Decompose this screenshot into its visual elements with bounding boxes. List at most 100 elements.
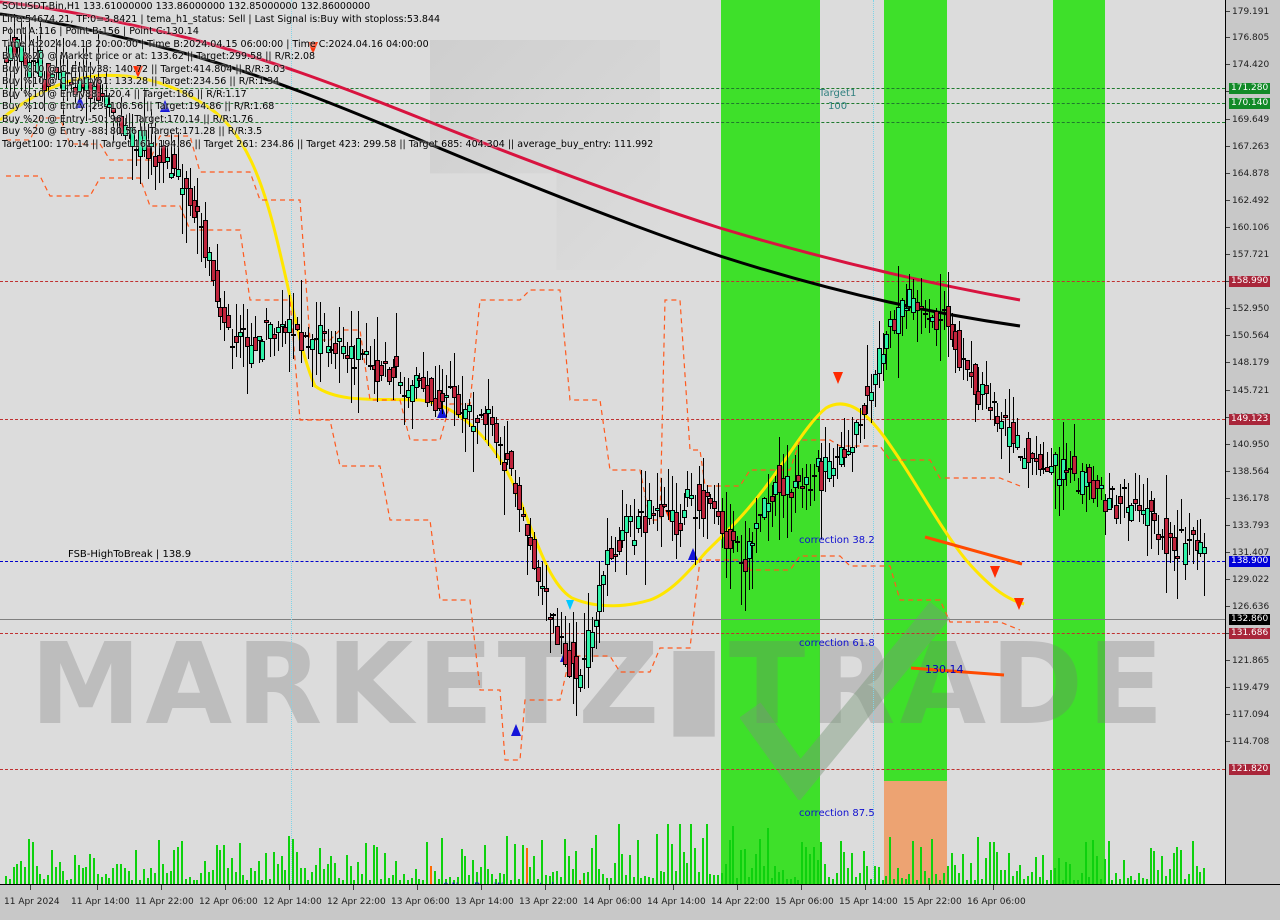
volume-bar	[648, 876, 650, 884]
price-tick: 133.793	[1226, 521, 1280, 531]
candle	[498, 0, 503, 884]
volume-bar	[93, 857, 95, 884]
volume-bar	[388, 877, 390, 884]
candle	[303, 0, 308, 884]
volume-bar	[135, 850, 137, 884]
price-badge: 171.280	[1229, 83, 1271, 94]
price-tick: 117.094	[1226, 710, 1280, 720]
time-tick: 11 Apr 2024	[4, 897, 60, 907]
candle	[578, 0, 583, 884]
volume-bar	[395, 861, 397, 884]
candle	[750, 0, 755, 884]
candle	[973, 0, 978, 884]
volume-bar	[1046, 879, 1048, 884]
candle	[31, 0, 36, 884]
candle	[1091, 0, 1096, 884]
candle	[984, 0, 989, 884]
volume-bar	[901, 877, 903, 884]
candle	[770, 0, 775, 884]
volume-bar	[384, 853, 386, 884]
chart-plot-area[interactable]: MARKETZ▮TRADE	[0, 0, 1225, 884]
volume-bar	[1054, 868, 1056, 884]
candle	[705, 0, 710, 884]
price-axis[interactable]: 179.191176.805174.420172.034169.649167.2…	[1225, 0, 1280, 884]
candle	[379, 0, 384, 884]
volume-bar	[327, 864, 329, 884]
info-line-12: Target100: 170.14 || Target 161: 194.86 …	[2, 138, 654, 150]
candle	[957, 0, 962, 884]
volume-bar	[415, 868, 417, 884]
volume-bar	[1173, 852, 1175, 884]
volume-bar	[935, 873, 937, 884]
volume-bar	[721, 873, 723, 884]
volume-bar	[736, 878, 738, 884]
volume-bar	[595, 834, 597, 884]
volume-bar	[273, 852, 275, 884]
time-axis[interactable]: 11 Apr 2024 11 Apr 14:00 11 Apr 22:00 12 Ap…	[0, 884, 1280, 920]
candle	[65, 0, 70, 884]
volume-bar	[748, 877, 750, 884]
candle	[946, 0, 951, 884]
candle	[111, 0, 116, 884]
candle	[226, 0, 231, 884]
volume-bar	[399, 879, 401, 884]
volume-bar	[296, 852, 298, 884]
candle	[647, 0, 652, 884]
candle	[1053, 0, 1058, 884]
volume-bar	[101, 877, 103, 884]
candle	[846, 0, 851, 884]
candle	[257, 0, 262, 884]
candle	[548, 0, 553, 884]
candle	[521, 0, 526, 884]
volume-bar	[189, 877, 191, 884]
time-tick: 13 Apr 06:00	[391, 897, 450, 907]
volume-bar	[20, 860, 22, 884]
volume-bar	[281, 856, 283, 884]
volume-bar	[1050, 870, 1052, 884]
volume-bar	[820, 842, 822, 884]
candle	[854, 0, 859, 884]
info-line-7: Buy %10 @ C_Entry61: 133.28 || Target:23…	[2, 76, 280, 87]
volume-bar	[1180, 850, 1182, 884]
candle	[904, 0, 909, 884]
time-tick: 16 Apr 06:00	[967, 897, 1026, 907]
candle	[1072, 0, 1077, 884]
volume-bar	[1031, 871, 1033, 884]
time-gridline	[545, 885, 546, 890]
candle	[295, 0, 300, 884]
volume-bar	[1096, 856, 1098, 884]
volume-bar	[1039, 876, 1041, 884]
candle	[272, 0, 277, 884]
volume-bar	[1134, 879, 1136, 884]
volume-bar	[885, 876, 887, 884]
volume-bar	[637, 839, 639, 884]
hline-121820	[0, 769, 1225, 770]
candle	[203, 0, 208, 884]
volume-bar	[300, 868, 302, 884]
candle	[356, 0, 361, 884]
volume-bar	[828, 877, 830, 884]
volume-bar	[725, 863, 727, 884]
price-tick: 150.564	[1226, 331, 1280, 341]
price-tick: 176.805	[1226, 33, 1280, 43]
volume-bar	[304, 868, 306, 884]
volume-bar	[430, 866, 432, 884]
candle	[268, 0, 273, 884]
candle	[180, 0, 185, 884]
price-tick: 140.950	[1226, 440, 1280, 450]
volume-bar	[74, 854, 76, 884]
volume-bar	[1088, 877, 1090, 884]
candle	[624, 0, 629, 884]
volume-bar	[713, 875, 715, 884]
volume-bar	[59, 862, 61, 884]
volume-bar	[912, 841, 914, 884]
volume-bar	[874, 865, 876, 884]
time-gridline	[289, 885, 290, 890]
volume-bar	[170, 870, 172, 884]
time-gridline	[97, 885, 98, 890]
candle	[421, 0, 426, 884]
volume-bar	[537, 878, 539, 884]
volume-bar	[223, 844, 225, 884]
candle	[245, 0, 250, 884]
volume-bar	[239, 842, 241, 884]
